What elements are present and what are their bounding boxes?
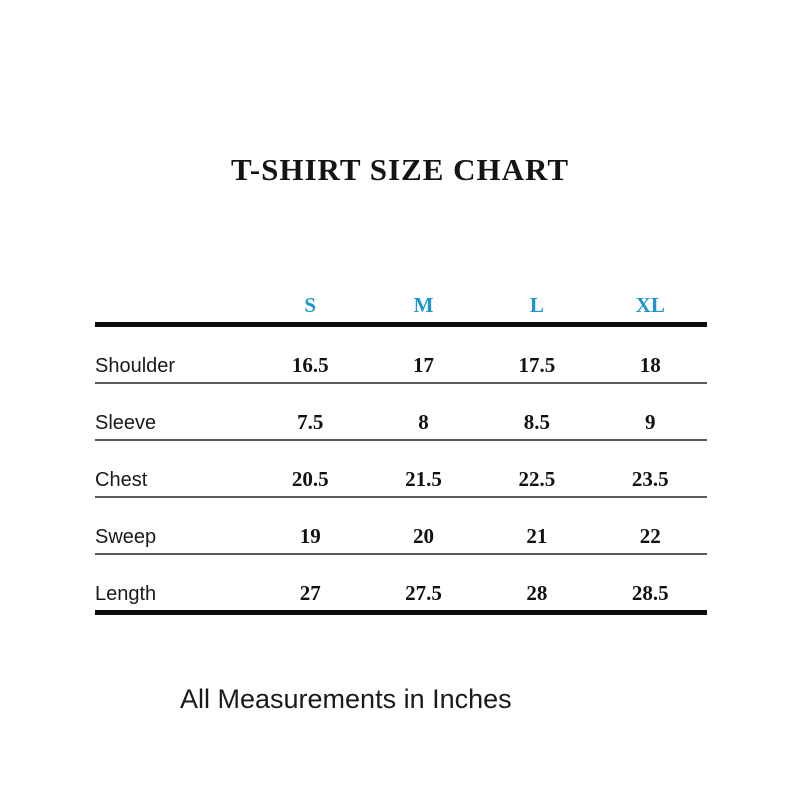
col-header-l: L <box>480 288 594 327</box>
cell-value: 9 <box>593 383 707 441</box>
cell-value: 7.5 <box>253 383 367 441</box>
cell-value: 19 <box>253 497 367 555</box>
cell-value: 27.5 <box>366 554 481 615</box>
row-label: Shoulder <box>95 324 254 384</box>
cell-value: 18 <box>593 324 707 384</box>
cell-value: 16.5 <box>253 324 367 384</box>
cell-value: 20 <box>366 497 481 555</box>
row-label: Chest <box>95 440 254 498</box>
cell-value: 23.5 <box>593 440 707 498</box>
cell-value: 28.5 <box>593 554 707 615</box>
size-chart-table: S M L XL Shoulder 16.5 17 17.5 18 Sleeve… <box>95 288 707 615</box>
row-label: Sleeve <box>95 383 254 441</box>
col-header-empty <box>95 288 254 327</box>
cell-value: 22 <box>593 497 707 555</box>
table-row-length: Length 27 27.5 28 28.5 <box>95 554 707 615</box>
table-row-chest: Chest 20.5 21.5 22.5 23.5 <box>95 440 707 498</box>
table-row-sleeve: Sleeve 7.5 8 8.5 9 <box>95 383 707 441</box>
table-row-shoulder: Shoulder 16.5 17 17.5 18 <box>95 324 707 384</box>
cell-value: 21.5 <box>366 440 481 498</box>
table-header-row: S M L XL <box>95 288 707 327</box>
row-label: Length <box>95 554 254 615</box>
page-title: T-SHIRT SIZE CHART <box>230 152 569 187</box>
cell-value: 20.5 <box>253 440 367 498</box>
cell-value: 28 <box>480 554 594 615</box>
cell-value: 8 <box>366 383 481 441</box>
col-header-s: S <box>253 288 367 327</box>
measurements-note: All Measurements in Inches <box>180 684 512 714</box>
cell-value: 21 <box>480 497 594 555</box>
cell-value: 17 <box>366 324 481 384</box>
cell-value: 27 <box>253 554 367 615</box>
cell-value: 22.5 <box>480 440 594 498</box>
cell-value: 17.5 <box>480 324 594 384</box>
col-header-xl: XL <box>593 288 707 327</box>
row-label: Sweep <box>95 497 254 555</box>
col-header-m: M <box>366 288 481 327</box>
cell-value: 8.5 <box>480 383 594 441</box>
table-row-sweep: Sweep 19 20 21 22 <box>95 497 707 555</box>
